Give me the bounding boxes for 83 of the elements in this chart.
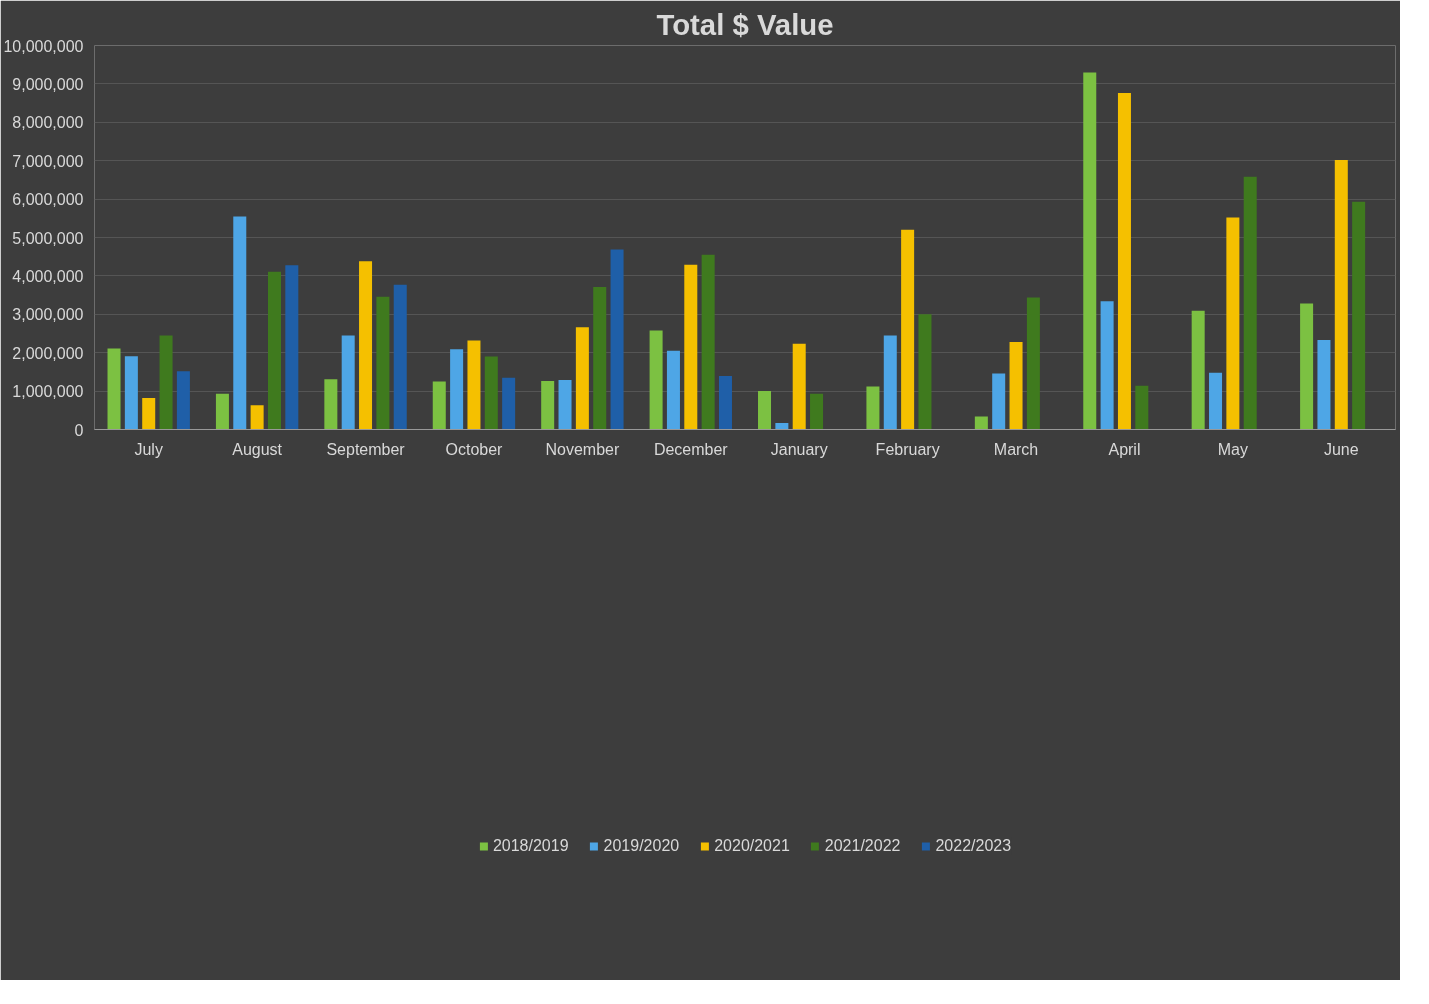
- bar: [285, 265, 299, 430]
- y-tick-label: 2,000,000: [12, 344, 84, 362]
- bar: [866, 386, 880, 430]
- bar: [359, 261, 373, 430]
- bar: [267, 271, 281, 430]
- y-tick-label: 4,000,000: [12, 267, 84, 285]
- bar: [775, 422, 789, 430]
- legend-label: 2020/2021: [714, 836, 790, 855]
- bar: [1083, 72, 1097, 430]
- bar: [684, 264, 698, 430]
- bar: [484, 356, 498, 430]
- legend-label: 2021/2022: [824, 836, 901, 855]
- x-tick-label: December: [653, 440, 729, 458]
- bar: [215, 393, 229, 430]
- bar: [1243, 176, 1257, 430]
- bar: [1300, 303, 1314, 430]
- bar: [124, 356, 138, 430]
- x-tick-label: August: [232, 440, 283, 458]
- bar: [1226, 217, 1240, 430]
- bar: [758, 391, 772, 430]
- bar: [324, 379, 338, 430]
- bar: [1317, 340, 1331, 430]
- bar: [649, 330, 663, 430]
- bar: [792, 343, 806, 430]
- x-tick-label: February: [875, 440, 940, 458]
- bar: [1191, 310, 1205, 430]
- y-tick-label: 7,000,000: [12, 152, 84, 170]
- bar: [467, 340, 481, 430]
- bar: [1100, 301, 1114, 430]
- bar: [575, 327, 589, 430]
- bar: [901, 229, 915, 430]
- bar: [883, 335, 897, 430]
- y-tick-label: 5,000,000: [12, 229, 84, 247]
- x-tick-label: April: [1108, 440, 1141, 458]
- bar: [159, 335, 173, 430]
- bar: [393, 284, 407, 430]
- legend-label: 2018/2019: [492, 836, 569, 855]
- bar: [992, 373, 1006, 430]
- bar: [1135, 385, 1149, 430]
- bar: [541, 381, 555, 430]
- bar: [233, 216, 247, 430]
- y-tick-label: 0: [74, 421, 84, 439]
- bar: [450, 349, 464, 430]
- bar: [376, 296, 390, 430]
- x-tick-label: June: [1323, 440, 1359, 458]
- x-tick-label: September: [326, 440, 406, 458]
- bar: [107, 348, 121, 430]
- bar: [558, 379, 572, 430]
- bar: [666, 350, 680, 430]
- bar: [1209, 372, 1223, 430]
- legend-label: 2019/2020: [603, 836, 680, 855]
- y-tick-label: 6,000,000: [12, 191, 84, 209]
- y-tick-label: 9,000,000: [12, 75, 84, 93]
- legend-label: 2022/2023: [935, 836, 1012, 855]
- x-tick-label: January: [770, 440, 828, 458]
- bar: [810, 393, 824, 430]
- bar: [610, 249, 624, 430]
- y-tick-label: 10,000,000: [3, 37, 84, 55]
- bar: [502, 377, 516, 430]
- x-tick-label: March: [993, 440, 1039, 458]
- bar: [1117, 93, 1131, 430]
- bar: [1026, 297, 1040, 430]
- bar: [701, 254, 715, 430]
- bar: [1352, 201, 1366, 430]
- y-tick-label: 8,000,000: [12, 114, 84, 132]
- chart-title: Total $ Value: [656, 7, 834, 41]
- bar: [176, 371, 190, 430]
- x-tick-label: October: [445, 440, 504, 458]
- bar: [1009, 341, 1023, 430]
- bar: [432, 381, 446, 430]
- bar: [718, 376, 732, 430]
- bar: [593, 287, 607, 430]
- bar: [142, 398, 156, 430]
- bar: [250, 405, 264, 430]
- bar: [1334, 159, 1348, 430]
- x-tick-label: May: [1217, 440, 1248, 458]
- bar: [974, 416, 988, 430]
- bar: [918, 314, 932, 430]
- x-tick-label: July: [134, 440, 163, 458]
- x-tick-label: November: [545, 440, 620, 458]
- y-tick-label: 3,000,000: [12, 306, 84, 324]
- y-tick-label: 1,000,000: [12, 383, 84, 401]
- bar: [341, 335, 355, 430]
